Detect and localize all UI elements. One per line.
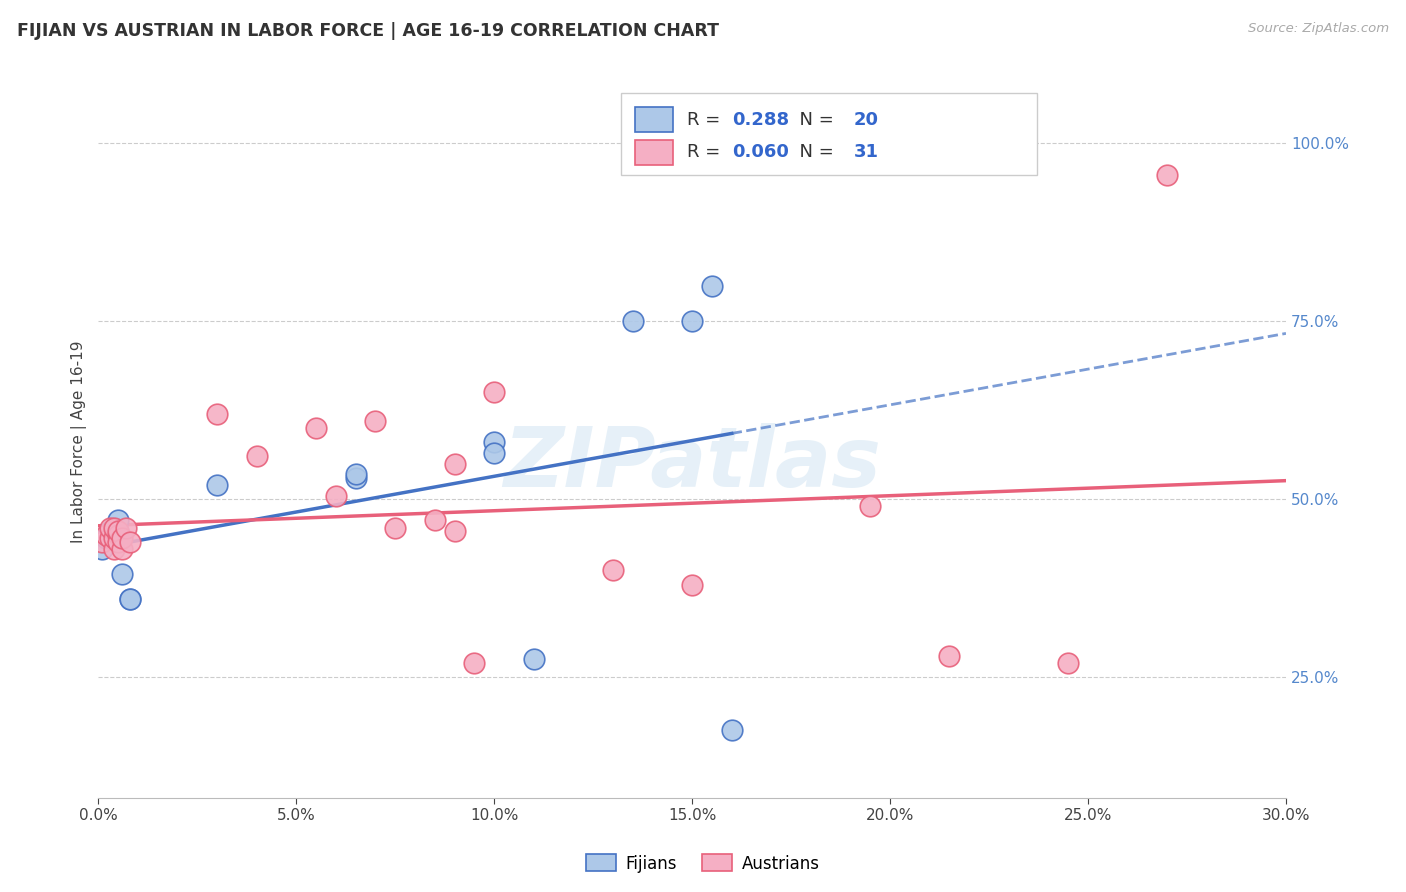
Text: 20: 20 (853, 111, 879, 128)
Point (91, 534, 114, 549)
Point (96, 527, 118, 541)
Point (98, 520, 121, 534)
Point (325, 489, 347, 503)
Point (484, 446, 506, 460)
Point (91, 541, 114, 556)
Point (107, 534, 129, 549)
Point (205, 407, 228, 421)
Text: ZIPatlas: ZIPatlas (503, 423, 882, 504)
Point (103, 520, 125, 534)
Point (720, 723, 742, 738)
Point (96, 531, 118, 545)
Point (246, 450, 269, 464)
Text: N =: N = (789, 144, 839, 161)
Bar (636, 107, 673, 132)
Text: Source: ZipAtlas.com: Source: ZipAtlas.com (1249, 22, 1389, 36)
Point (305, 421, 328, 435)
Point (1156, 169, 1178, 183)
Point (602, 563, 624, 577)
Point (205, 478, 228, 492)
Point (443, 457, 465, 471)
Point (681, 314, 703, 328)
Point (1057, 656, 1080, 670)
Legend: Fijians, Austrians: Fijians, Austrians (579, 847, 827, 880)
Point (107, 527, 129, 541)
Point (118, 591, 141, 606)
Point (103, 541, 125, 556)
Y-axis label: In Labor Force | Age 16-19: In Labor Force | Age 16-19 (72, 341, 87, 543)
Point (98, 531, 121, 545)
Point (938, 648, 960, 663)
Point (484, 385, 506, 400)
Point (107, 514, 129, 528)
Point (118, 591, 141, 606)
Point (344, 467, 367, 482)
Text: 31: 31 (853, 144, 879, 161)
Text: R =: R = (688, 144, 727, 161)
Point (384, 520, 406, 534)
Point (103, 520, 125, 534)
Text: 0.060: 0.060 (733, 144, 789, 161)
Bar (636, 140, 673, 165)
Point (700, 278, 723, 293)
Point (423, 514, 446, 528)
Point (463, 656, 485, 670)
Point (103, 531, 125, 545)
Point (681, 577, 703, 591)
Point (98, 524, 121, 538)
Text: FIJIAN VS AUSTRIAN IN LABOR FORCE | AGE 16-19 CORRELATION CHART: FIJIAN VS AUSTRIAN IN LABOR FORCE | AGE … (17, 22, 718, 40)
Point (443, 524, 465, 538)
Point (523, 652, 546, 666)
Point (118, 534, 141, 549)
Text: R =: R = (688, 111, 727, 128)
FancyBboxPatch shape (621, 94, 1036, 176)
Point (103, 531, 125, 545)
Point (364, 414, 387, 428)
Point (621, 314, 644, 328)
Point (111, 531, 134, 545)
Point (107, 524, 129, 538)
Point (111, 566, 134, 581)
Point (344, 471, 367, 485)
Point (107, 524, 129, 538)
Text: N =: N = (789, 111, 839, 128)
Point (484, 435, 506, 450)
Point (111, 541, 134, 556)
Text: 0.288: 0.288 (733, 111, 790, 128)
Point (115, 520, 138, 534)
Point (859, 500, 882, 514)
